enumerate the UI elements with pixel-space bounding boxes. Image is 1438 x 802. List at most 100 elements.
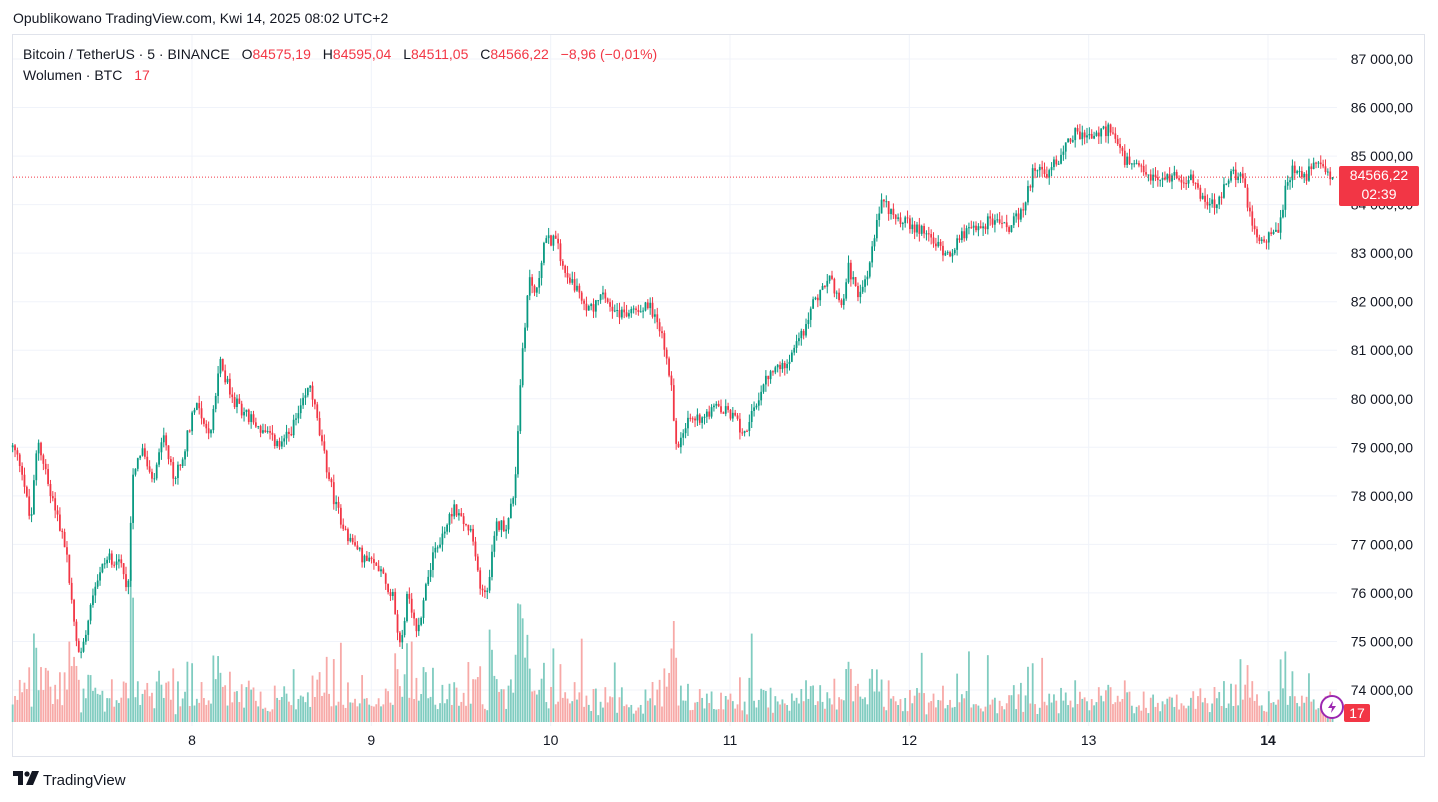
candle <box>205 420 208 434</box>
candle <box>550 234 552 247</box>
volume-bar <box>370 705 373 722</box>
candle-body <box>925 233 928 235</box>
candle-body <box>429 569 432 577</box>
candle <box>1029 184 1032 192</box>
candle-body <box>885 201 888 203</box>
candle <box>880 193 883 214</box>
candle <box>309 385 312 393</box>
candle-body <box>1060 154 1062 164</box>
candle-body <box>247 409 250 422</box>
candle-body <box>207 428 210 434</box>
candle <box>906 210 909 224</box>
candle <box>80 647 83 659</box>
symbol-title[interactable]: Bitcoin / TetherUS · 5 · BINANCE <box>23 46 230 62</box>
volume-bar <box>880 679 883 722</box>
candle-body <box>1022 209 1025 211</box>
candle <box>373 553 375 570</box>
volume-bar <box>174 714 177 722</box>
candle <box>535 286 538 298</box>
volume-bar <box>429 696 432 722</box>
candle <box>1291 159 1294 188</box>
candle-body <box>859 291 862 298</box>
candle <box>1225 183 1228 186</box>
candle-body <box>1197 183 1199 188</box>
volume-bar <box>266 710 269 722</box>
candle-body <box>493 535 496 552</box>
candle <box>1286 175 1289 190</box>
candle <box>398 631 401 647</box>
volume-bar <box>819 685 822 722</box>
candle-body <box>854 277 857 287</box>
candle-body <box>628 313 630 317</box>
candle-body <box>953 249 956 254</box>
candle <box>375 561 378 566</box>
candle <box>731 407 734 422</box>
candle-body <box>469 528 472 531</box>
candle-body <box>347 529 349 542</box>
candle <box>892 203 895 220</box>
volume-bar <box>746 714 748 722</box>
candle-body <box>344 528 347 530</box>
volume-bar <box>509 679 512 722</box>
candle-body <box>101 563 104 573</box>
candle-body <box>602 292 604 295</box>
candle <box>288 428 290 442</box>
candle-body <box>110 553 113 565</box>
candle <box>1208 197 1211 213</box>
volume-bar <box>1251 681 1254 722</box>
candle <box>349 533 352 543</box>
volume-bar <box>1027 666 1029 722</box>
candle <box>328 467 330 482</box>
volume-bar <box>87 674 90 722</box>
candle <box>942 241 944 262</box>
volume-bar <box>1272 702 1275 722</box>
volume-bar <box>339 642 342 722</box>
candle <box>807 312 810 329</box>
candle <box>408 587 411 604</box>
symbol-legend[interactable]: Bitcoin / TetherUS · 5 · BINANCE O84575,… <box>23 46 657 62</box>
candle-body <box>269 431 271 433</box>
volume-title[interactable]: Wolumen · BTC <box>23 67 123 83</box>
candle <box>415 618 418 638</box>
candle <box>1024 201 1027 216</box>
candle <box>1265 239 1268 250</box>
candle <box>115 554 118 571</box>
y-tick-label: 83 000,00 <box>1351 245 1413 261</box>
candle <box>1074 127 1077 148</box>
candle-body <box>370 557 373 560</box>
lightning-icon[interactable] <box>1320 695 1344 719</box>
candle <box>139 455 142 461</box>
volume-bar <box>349 702 352 722</box>
chart-pane[interactable] <box>12 34 1425 757</box>
candle <box>561 259 564 270</box>
candle-body <box>495 521 498 536</box>
volume-bar <box>1208 712 1211 722</box>
candle-body <box>880 199 883 214</box>
candle <box>677 441 680 448</box>
volume-bar <box>448 683 451 722</box>
volume-bar <box>632 713 635 722</box>
candle-body <box>387 583 389 593</box>
candle-body <box>1319 162 1322 165</box>
volume-bar <box>420 694 423 722</box>
candle-body <box>913 224 916 233</box>
candle-body <box>838 292 840 301</box>
candle-body <box>507 518 510 530</box>
candle <box>602 285 604 300</box>
candle-body <box>103 563 106 565</box>
volume-legend[interactable]: Wolumen · BTC 17 <box>23 67 150 83</box>
candle-body <box>972 225 975 228</box>
volume-bar <box>526 634 529 722</box>
volume-bar <box>77 679 80 722</box>
candle-body <box>1189 174 1192 181</box>
candle-body <box>143 448 146 457</box>
volume-bar <box>1130 705 1133 722</box>
candle-body <box>44 463 47 470</box>
candle-body <box>479 570 482 589</box>
volume-bar <box>460 701 463 722</box>
brand-footer[interactable]: TradingView <box>13 771 126 789</box>
volume-bar <box>599 701 602 722</box>
candle-body <box>675 420 678 444</box>
volume-bar <box>845 669 848 722</box>
